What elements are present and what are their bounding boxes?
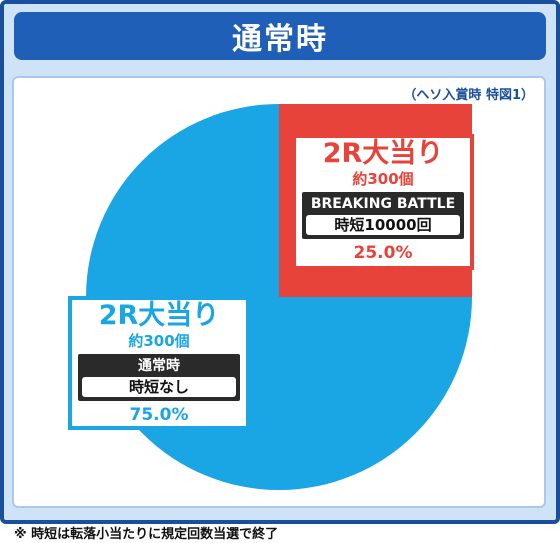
slice-label: 2R大当り — [322, 138, 444, 169]
slice-percent-label: 75.0% — [129, 405, 189, 425]
slice-label-box-red: 2R大当り 約300個 BREAKING BATTLE 時短10000回 25.… — [292, 134, 474, 270]
slice-percent-label: 25.0% — [353, 243, 413, 263]
slice-sub: 約300個 — [128, 332, 190, 350]
slice-sub: 約300個 — [352, 170, 414, 188]
chart-panel: （ヘソ入賞時 特図1） 2R大当り 約300個 BREAKING BATTLE … — [12, 76, 546, 508]
slice-label-box-blue: 2R大当り 約300個 通常時 時短なし 75.0% — [68, 296, 250, 430]
slice-tag-box: BREAKING BATTLE 時短10000回 — [302, 192, 464, 239]
slice-detail: 時短10000回 — [306, 215, 460, 235]
slice-detail: 時短なし — [82, 377, 236, 397]
chart-title: 通常時 — [14, 12, 546, 60]
slice-label: 2R大当り — [98, 300, 220, 331]
footnote: ※ 時短は転落小当たりに規定回数当選で終了 — [14, 527, 279, 542]
slice-tag: 通常時 — [138, 358, 180, 374]
chart-subcaption: （ヘソ入賞時 特図1） — [403, 88, 534, 103]
slice-tag-box: 通常時 時短なし — [78, 354, 240, 401]
slice-tag: BREAKING BATTLE — [310, 196, 456, 212]
